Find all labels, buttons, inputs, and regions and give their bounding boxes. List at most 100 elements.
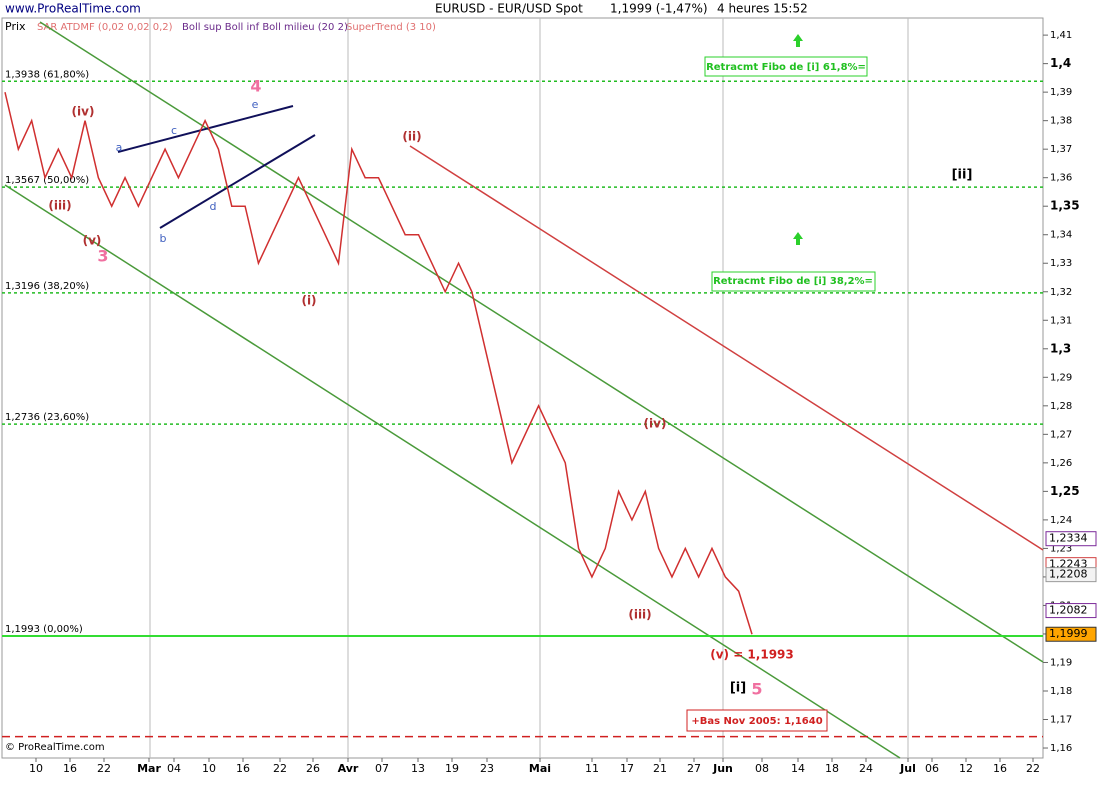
y-tick-label: 1,31	[1050, 315, 1072, 326]
indicator: SAR ATDMF (0,02 0,02 0,2)	[37, 22, 173, 33]
price-tag-label: 1,2082	[1049, 604, 1088, 617]
arrow-up	[793, 34, 803, 47]
x-tick-label: Mai	[529, 762, 551, 775]
y-tick-label: 1,18	[1050, 686, 1072, 697]
fibo-label: 1,3196 (38,20%)	[5, 281, 89, 292]
price-line	[4, 91, 753, 635]
x-tick-label: 12	[959, 762, 973, 775]
note-box	[711, 271, 876, 292]
x-tick-label: 07	[375, 762, 389, 775]
y-tick-label: 1,28	[1050, 401, 1072, 412]
x-tick-label: 14	[791, 762, 805, 775]
site: www.ProRealTime.com	[5, 2, 141, 16]
annotation: (v)	[83, 234, 102, 248]
y-tick-label: 1,39	[1050, 87, 1072, 98]
x-tick-label: 18	[825, 762, 839, 775]
wedge-line	[117, 105, 294, 153]
annotation: (iv)	[644, 417, 667, 431]
x-tick-label: 27	[687, 762, 701, 775]
y-tick-label: 1,35	[1050, 199, 1080, 213]
y-tick-label: 1,29	[1050, 372, 1072, 383]
copyright: © ProRealTime.com	[5, 742, 105, 753]
period: 4 heures 15:52	[717, 2, 808, 16]
x-tick-label: 17	[620, 762, 634, 775]
price-tag	[1045, 603, 1097, 619]
annotation: d	[210, 200, 217, 213]
annotation: b	[160, 232, 167, 245]
y-tick-label: 1,3	[1050, 341, 1071, 355]
price-tag-label: 1,1999	[1049, 627, 1088, 640]
plot-frame	[1, 17, 1044, 759]
y-tick-label: 1,16	[1050, 743, 1072, 754]
x-tick-label: 22	[1026, 762, 1040, 775]
wedge-line	[159, 134, 316, 229]
fibo-label: 1,2736 (23,60%)	[5, 412, 89, 423]
x-tick-label: 16	[993, 762, 1007, 775]
annotation: c	[171, 124, 177, 137]
price-tag-label: 1,2334	[1049, 532, 1088, 545]
y-tick-label: 1,24	[1050, 515, 1072, 526]
annotation: [i]	[730, 681, 746, 696]
indicator: Boll sup Boll inf Boll milieu (20 2)	[182, 22, 348, 33]
x-tick-label: 22	[97, 762, 111, 775]
y-tick-label: 1,41	[1050, 30, 1072, 41]
y-tick-label: 1,17	[1050, 715, 1072, 726]
annotation: e	[252, 98, 259, 111]
x-tick-label: 13	[411, 762, 425, 775]
x-tick-label: Mar	[137, 762, 161, 775]
y-tick-label: 1,19	[1050, 657, 1072, 668]
annotation: [ii]	[952, 168, 973, 183]
price-tag	[1045, 567, 1097, 583]
annotations: (iv) (iii) (v)3 4 e a c b d (ii) (i) (iii) (iv) (v) =…	[48, 62, 972, 727]
annotation: Retracmt Fibo de [i] 61,8%=	[706, 62, 866, 73]
note-box	[704, 56, 868, 77]
annotation: (ii)	[402, 130, 421, 144]
channel-line	[4, 184, 901, 759]
indicator: SuperTrend (3 10)	[346, 22, 436, 33]
annotation: 4	[250, 77, 261, 96]
x-tick-label: 23	[480, 762, 494, 775]
y-tick-label: 1,36	[1050, 173, 1072, 184]
annotation: 5	[751, 680, 762, 699]
x-tick-label: 16	[63, 762, 77, 775]
price-tag	[1045, 626, 1097, 642]
support-label: +Bas Nov 2005: 1,1640	[691, 716, 822, 727]
y-tick-label: 1,38	[1050, 116, 1072, 127]
indicator: Prix	[5, 20, 26, 33]
price: 1,1999 (-1,47%)	[610, 2, 708, 16]
y-tick-label: 1,26	[1050, 458, 1072, 469]
y-tick-label: 1,37	[1050, 144, 1072, 155]
y-tick-label: 1,4	[1050, 56, 1071, 70]
x-tick-label: 10	[29, 762, 43, 775]
annotation: a	[116, 141, 123, 154]
annotation: (v) = 1,1993	[710, 648, 794, 662]
fibo-label: 1,3938 (61,80%)	[5, 69, 89, 80]
fibo-label: 1,1993 (0,00%)	[5, 624, 83, 635]
x-tick-label: Jul	[899, 762, 916, 775]
x-tick-label: 10	[202, 762, 216, 775]
x-tick-label: 26	[306, 762, 320, 775]
annotation: (iii)	[628, 608, 651, 622]
x-tick-label: 19	[445, 762, 459, 775]
y-tick-label: 1,34	[1050, 230, 1072, 241]
price-tag-label: 1,2208	[1049, 568, 1088, 581]
x-tick-label: 24	[859, 762, 873, 775]
x-tick-label: 11	[585, 762, 599, 775]
plot: 1,3938 (61,80%) 1,3567 (50,00%) 1,3196 (38…	[2, 69, 1043, 738]
channel-line	[409, 145, 1044, 551]
price-tag	[1045, 531, 1097, 547]
x-tick-label: Avr	[338, 762, 359, 775]
y-tick-label: 1,23	[1050, 543, 1072, 554]
annotation: 3	[97, 247, 108, 266]
x-tick-label: 04	[167, 762, 181, 775]
y-tick-label: 1,33	[1050, 258, 1072, 269]
annotation: (iv)	[72, 105, 95, 119]
arrow-up	[793, 232, 803, 245]
fibo-label: 1,3567 (50,00%)	[5, 175, 89, 186]
annotation: (i)	[301, 294, 316, 308]
x-tick-label: 08	[755, 762, 769, 775]
annotation: (iii)	[48, 199, 71, 213]
x-tick-label: 16	[236, 762, 250, 775]
note-box	[686, 709, 828, 732]
